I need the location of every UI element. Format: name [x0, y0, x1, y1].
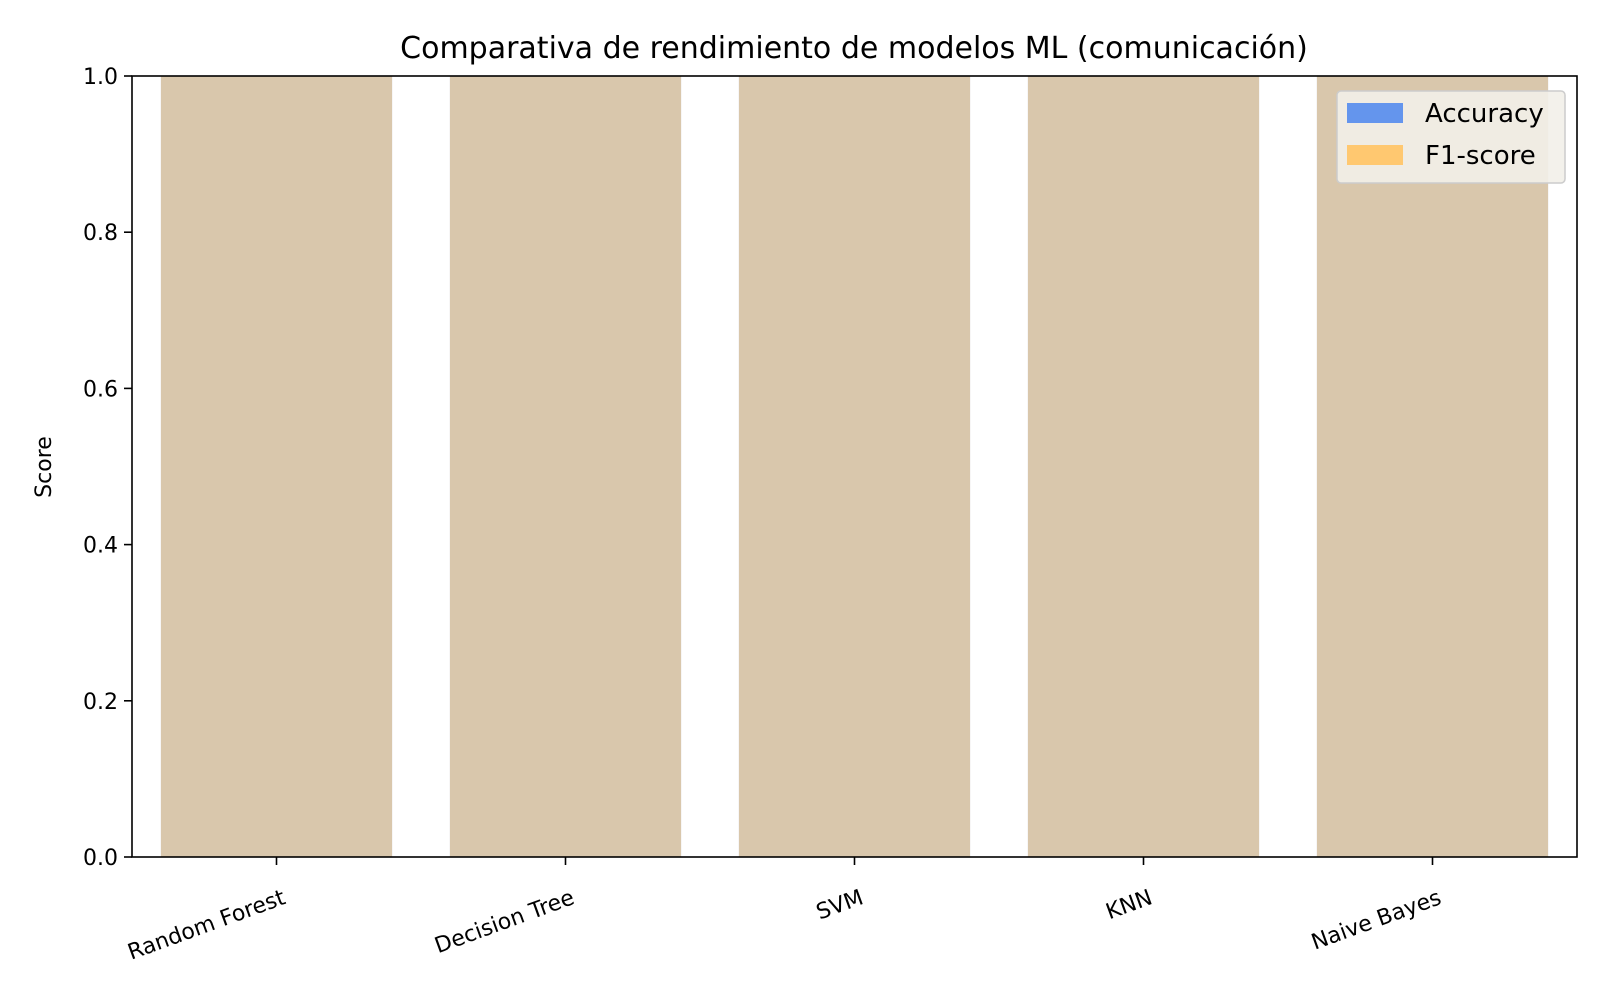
plot-frame	[131, 75, 1578, 858]
bar-f1-score-svm	[738, 76, 971, 857]
bar-f1-score-decision-tree	[449, 76, 682, 857]
legend-swatch-f1-score	[1347, 145, 1403, 165]
x-tick-label-knn: KNN	[1103, 885, 1156, 925]
legend-label-f1-score: F1-score	[1425, 141, 1536, 171]
legend-swatch-accuracy	[1347, 103, 1403, 123]
x-tick-label-naive-bayes: Naive Bayes	[1308, 885, 1445, 955]
legend: Accuracy F1-score	[1336, 90, 1566, 184]
y-tick-label: 0.2	[83, 690, 118, 715]
y-tick-label: 0.6	[83, 377, 118, 402]
x-tick-label-decision-tree: Decision Tree	[432, 885, 578, 959]
bars-layer	[160, 76, 1549, 857]
bar-f1-score-random-forest	[160, 76, 393, 857]
y-tick-label: 1.0	[83, 65, 118, 90]
x-axis-ticks: Random Forest Decision Tree SVM KNN Naive Ba…	[125, 857, 1445, 966]
x-tick-label-svm: SVM	[813, 885, 867, 925]
bar-f1-score-naive-bayes	[1316, 76, 1549, 857]
y-tick-label: 0.0	[83, 846, 118, 871]
x-tick-label-random-forest: Random Forest	[125, 885, 290, 965]
bar-f1-score-knn	[1027, 76, 1260, 857]
y-axis-label: Score	[32, 436, 57, 498]
y-tick-label: 0.4	[83, 534, 118, 559]
chart-title: Comparativa de rendimiento de modelos ML…	[400, 31, 1308, 66]
legend-label-accuracy: Accuracy	[1425, 99, 1544, 129]
y-axis-ticks: 0.0 0.2 0.4 0.6 0.8 1.0	[83, 65, 132, 871]
y-tick-label: 0.8	[83, 221, 118, 246]
